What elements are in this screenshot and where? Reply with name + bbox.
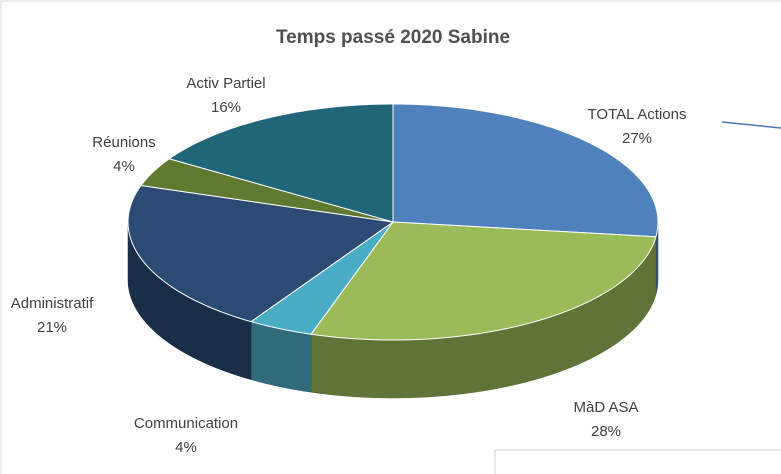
slice (127, 184, 395, 323)
slice-value-label: 28% (591, 423, 621, 440)
overlay-box (494, 449, 781, 474)
slice-label: Réunions (92, 134, 155, 151)
slice-value-label: 16% (211, 99, 241, 116)
slice-label: TOTAL Actions (588, 106, 687, 123)
slice-value-label: 4% (175, 439, 197, 456)
chart-title: Temps passé 2020 Sabine (276, 27, 510, 48)
leader-line (721, 121, 781, 129)
slice-value-label: 21% (37, 319, 67, 336)
slice (249, 221, 394, 335)
slice (140, 158, 394, 223)
slice-value-label: 27% (622, 130, 652, 147)
slice-label: Communication (134, 415, 238, 432)
slice (168, 103, 394, 223)
slice (310, 221, 657, 341)
slice (392, 103, 659, 238)
slice-label: Administratif (11, 295, 94, 312)
slice-label: MàD ASA (573, 399, 638, 416)
slice-value-label: 4% (113, 158, 135, 175)
slice-label: Activ Partiel (186, 75, 265, 92)
